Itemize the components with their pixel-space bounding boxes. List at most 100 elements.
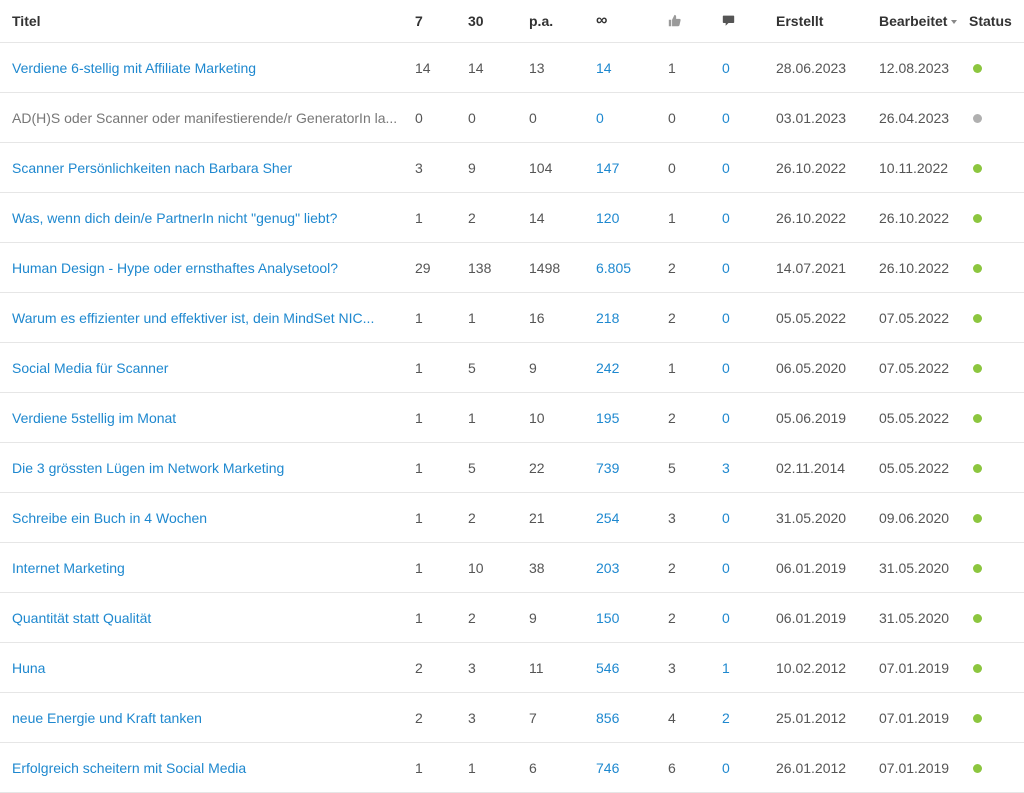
comments-count-link[interactable]: 0	[722, 509, 730, 526]
comments-count-link[interactable]: 0	[722, 309, 730, 326]
views-per-year-cell: 0	[529, 92, 596, 143]
views-total-link[interactable]: 746	[596, 759, 620, 776]
article-title-link[interactable]: Warum es effizienter und effektiver ist,…	[12, 309, 375, 326]
article-title-link[interactable]: Verdiene 6-stellig mit Affiliate Marketi…	[12, 59, 257, 76]
views-total-link[interactable]: 203	[596, 559, 620, 576]
created-date: 31.05.2020	[776, 509, 847, 526]
likes-count-cell: 6	[668, 742, 722, 793]
article-title-link[interactable]: Erfolgreich scheitern mit Social Media	[12, 759, 247, 776]
views-total-link-cell: 856	[596, 692, 668, 743]
comments-count-link[interactable]: 1	[722, 659, 730, 676]
views-per-year-cell: 22	[529, 442, 596, 493]
views-total-link[interactable]: 120	[596, 209, 620, 226]
article-title-link[interactable]: Quantität statt Qualität	[12, 609, 152, 626]
likes-count: 2	[668, 309, 676, 326]
article-title-link-cell: Human Design - Hype oder ernsthaftes Ana…	[0, 242, 412, 293]
edited-date-cell: 05.05.2022	[879, 442, 969, 493]
comments-count-link-cell: 0	[722, 42, 776, 93]
column-header-views-7-label: 7	[415, 13, 423, 29]
likes-count-cell: 0	[668, 92, 722, 143]
column-header-status[interactable]: Status	[969, 0, 1024, 43]
column-header-views-7[interactable]: 7	[412, 0, 468, 43]
comments-count-link[interactable]: 0	[722, 409, 730, 426]
views-30-days-cell: 14	[468, 42, 529, 93]
views-total-link[interactable]: 856	[596, 709, 620, 726]
views-30-days: 10	[468, 559, 484, 576]
comments-count-link[interactable]: 0	[722, 109, 730, 126]
article-title-link[interactable]: Die 3 grössten Lügen im Network Marketin…	[12, 459, 285, 476]
likes-count: 1	[668, 359, 676, 376]
article-title-link[interactable]: Scanner Persönlichkeiten nach Barbara Sh…	[12, 159, 293, 176]
views-per-year: 9	[529, 609, 537, 626]
views-total-link[interactable]: 147	[596, 159, 620, 176]
views-per-year: 11	[529, 659, 544, 676]
column-header-likes[interactable]	[668, 0, 722, 43]
created-date-cell: 28.06.2023	[776, 42, 879, 93]
column-header-comments[interactable]	[722, 0, 776, 43]
column-header-created[interactable]: Erstellt	[776, 0, 879, 43]
comments-count-link[interactable]: 0	[722, 209, 730, 226]
comments-count-link-cell: 0	[722, 242, 776, 293]
article-title-link[interactable]: Huna	[12, 659, 46, 676]
edited-date: 26.10.2022	[879, 259, 950, 276]
created-date-cell: 26.10.2022	[776, 142, 879, 193]
views-total-link-cell: 546	[596, 642, 668, 693]
edited-date: 07.01.2019	[879, 659, 950, 676]
comments-count-link[interactable]: 0	[722, 359, 730, 376]
views-total-link-cell: 147	[596, 142, 668, 193]
article-title-link[interactable]: Human Design - Hype oder ernsthaftes Ana…	[12, 259, 339, 276]
comments-count-link[interactable]: 0	[722, 159, 730, 176]
comments-count-link[interactable]: 0	[722, 609, 730, 626]
edited-date-cell: 07.01.2019	[879, 742, 969, 793]
views-30-days-cell: 3	[468, 642, 529, 693]
article-title-link[interactable]: Verdiene 5stellig im Monat	[12, 409, 177, 426]
views-total-link[interactable]: 0	[596, 109, 604, 126]
views-7-days-cell: 1	[412, 392, 468, 443]
status-cell	[969, 242, 1024, 293]
column-header-edited[interactable]: Bearbeitet	[879, 0, 969, 43]
article-title-link-cell: Social Media für Scanner	[0, 342, 412, 393]
column-header-views-total[interactable]: ∞	[596, 0, 668, 43]
comments-count-link[interactable]: 0	[722, 59, 730, 76]
comments-count-link[interactable]: 3	[722, 459, 730, 476]
article-title-link[interactable]: AD(H)S oder Scanner oder manifestierende…	[12, 109, 398, 126]
column-header-title[interactable]: Titel	[0, 0, 412, 43]
comments-count-link[interactable]: 0	[722, 759, 730, 776]
column-header-edited-label: Bearbeitet	[879, 13, 948, 29]
comments-count-link[interactable]: 0	[722, 559, 730, 576]
comments-count-link[interactable]: 0	[722, 259, 730, 276]
edited-date: 31.05.2020	[879, 559, 950, 576]
views-total-link[interactable]: 150	[596, 609, 620, 626]
article-title-link[interactable]: Was, wenn dich dein/e PartnerIn nicht "g…	[12, 209, 338, 226]
column-header-views-30[interactable]: 30	[468, 0, 529, 43]
edited-date: 26.04.2023	[879, 109, 950, 126]
comments-count-link[interactable]: 2	[722, 709, 730, 726]
table-row: Die 3 grössten Lügen im Network Marketin…	[0, 442, 1024, 493]
views-total-link[interactable]: 739	[596, 459, 620, 476]
views-total-link[interactable]: 254	[596, 509, 620, 526]
article-title-link[interactable]: Internet Marketing	[12, 559, 125, 576]
views-total-link[interactable]: 14	[596, 59, 612, 76]
table-row: Verdiene 5stellig im Monat 1 1 10 195 2 0 05.06…	[0, 392, 1024, 443]
views-total-link[interactable]: 242	[596, 359, 620, 376]
article-title-link[interactable]: Schreibe ein Buch in 4 Wochen	[12, 509, 208, 526]
views-30-days-cell: 2	[468, 192, 529, 243]
table-row: Social Media für Scanner 1 5 9 242 1 0 06.05.20…	[0, 342, 1024, 393]
views-total-link[interactable]: 195	[596, 409, 620, 426]
views-total-link[interactable]: 6.805	[596, 259, 632, 276]
comments-count-link-cell: 0	[722, 142, 776, 193]
article-title-link[interactable]: neue Energie und Kraft tanken	[12, 709, 202, 726]
column-header-views-pa[interactable]: p.a.	[529, 0, 596, 43]
views-total-link[interactable]: 218	[596, 309, 620, 326]
status-indicator	[973, 313, 982, 323]
views-total-link[interactable]: 546	[596, 659, 620, 676]
table-row: Erfolgreich scheitern mit Social Media 1 1…	[0, 742, 1024, 793]
views-total-link-cell: 0	[596, 92, 668, 143]
edited-date: 07.01.2019	[879, 709, 950, 726]
views-total-link-cell: 195	[596, 392, 668, 443]
views-total-link-cell: 739	[596, 442, 668, 493]
views-7-days-cell: 1	[412, 442, 468, 493]
created-date: 03.01.2023	[776, 109, 847, 126]
article-title-link[interactable]: Social Media für Scanner	[12, 359, 169, 376]
likes-count: 4	[668, 709, 676, 726]
